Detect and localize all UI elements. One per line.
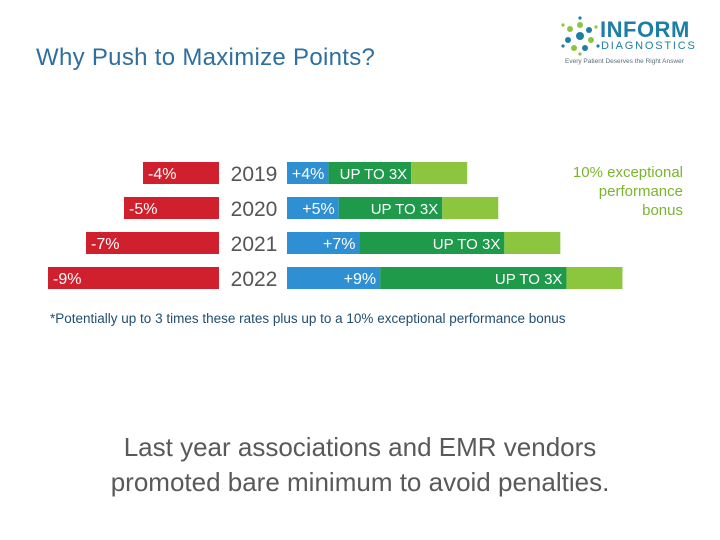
year-label: 2022 xyxy=(231,268,278,291)
adjustment-bar xyxy=(287,162,329,184)
payment-adjustment-chart: -4% 2019 +4% UP TO 3X -5% 2020 +5% UP TO 3X -7% 2… xyxy=(48,162,683,326)
year-label: 2021 xyxy=(231,233,278,256)
penalty-label: -7% xyxy=(91,236,119,253)
slide-title: Why Push to Maximize Points? xyxy=(36,44,376,71)
multiplier-label: UP TO 3X xyxy=(495,271,563,288)
multiplier-label: UP TO 3X xyxy=(433,236,501,253)
bonus-annotation-line: performance xyxy=(599,183,683,200)
penalty-bar xyxy=(86,232,219,254)
bonus-bar xyxy=(442,197,499,219)
year-label: 2019 xyxy=(231,163,278,186)
multiplier-label: UP TO 3X xyxy=(371,201,439,218)
bonus-bar xyxy=(411,162,468,184)
bonus-annotation-line: 10% exceptional xyxy=(573,164,683,181)
year-label: 2020 xyxy=(231,198,278,221)
bottom-statement: Last year associations and EMR vendors p… xyxy=(0,430,720,500)
adjustment-bar xyxy=(287,267,381,289)
logo-word-inform: INFORM xyxy=(600,17,690,42)
logo-tagline: Every Patient Deserves the Right Answer xyxy=(565,58,684,65)
multiplier-bar xyxy=(380,267,567,289)
multiplier-label: UP TO 3X xyxy=(340,166,408,183)
adjustment-label: +4% xyxy=(292,166,324,183)
penalty-bar xyxy=(143,162,219,184)
bottom-statement-line-1: Last year associations and EMR vendors xyxy=(123,432,597,462)
adjustment-label: +5% xyxy=(302,201,334,218)
bonus-annotation-line: bonus xyxy=(642,202,683,219)
multiplier-bar xyxy=(328,162,412,184)
chart-footnote: *Potentially up to 3 times these rates p… xyxy=(50,311,566,326)
penalty-bar xyxy=(48,267,219,289)
logo-word-diagnostics: DIAGNOSTICS xyxy=(601,40,697,52)
multiplier-bar xyxy=(338,197,443,219)
adjustment-label: +7% xyxy=(323,236,355,253)
penalty-label: -9% xyxy=(53,271,81,288)
penalty-bar xyxy=(124,197,219,219)
bottom-statement-line-2: promoted bare minimum to avoid penalties… xyxy=(110,467,610,497)
adjustment-bar xyxy=(287,232,360,254)
adjustment-bar xyxy=(287,197,339,219)
logo-dots-icon xyxy=(561,16,600,56)
penalty-label: -4% xyxy=(148,166,176,183)
penalty-label: -5% xyxy=(129,201,157,218)
adjustment-label: +9% xyxy=(344,271,376,288)
bonus-bar xyxy=(504,232,561,254)
multiplier-bar xyxy=(359,232,505,254)
bonus-bar xyxy=(566,267,623,289)
inform-diagnostics-logo: INFORM DIAGNOSTICS Every Patient Deserve… xyxy=(560,16,710,68)
